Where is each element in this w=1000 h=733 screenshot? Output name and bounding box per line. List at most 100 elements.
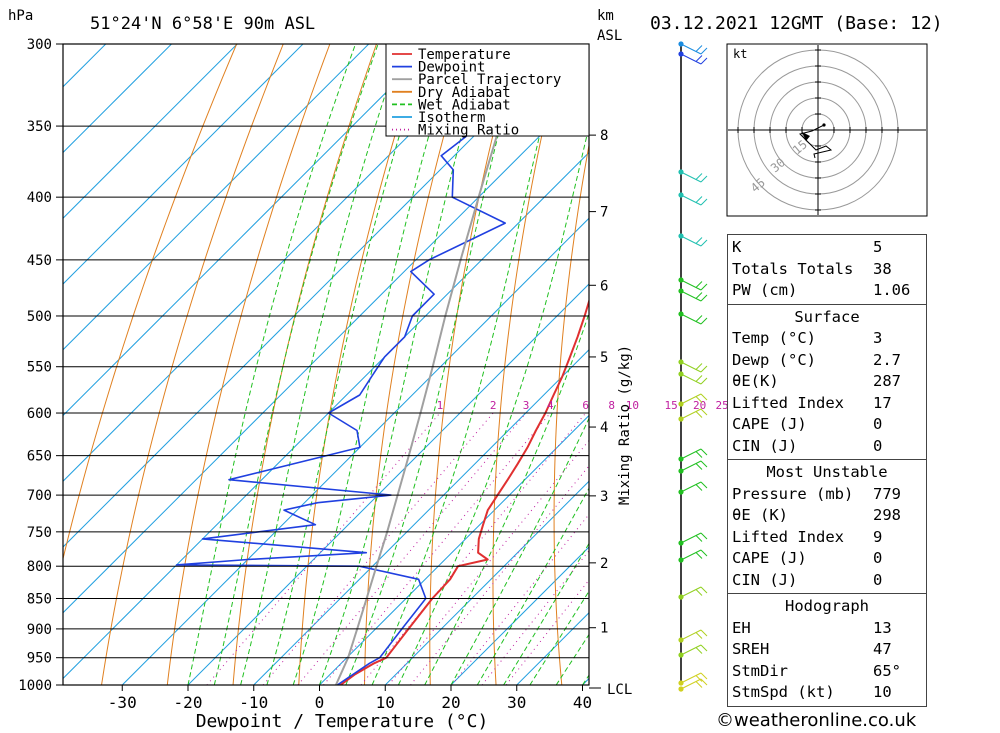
index-value: 0 xyxy=(873,570,883,589)
temperature-tick-label: 0 xyxy=(315,693,325,712)
index-label: Lifted Index xyxy=(732,393,844,412)
isotherm-line xyxy=(63,44,238,219)
wind-barb-feather xyxy=(700,239,708,247)
wind-barb-feather xyxy=(695,281,703,288)
wind-barb-feather xyxy=(700,644,708,652)
km-tick-label: 5 xyxy=(600,350,608,366)
pressure-tick-label: 650 xyxy=(27,449,52,465)
surface-row: CAPE (J) 0 xyxy=(732,414,922,436)
isotherm-line xyxy=(319,414,589,685)
temperature-tick-label: 40 xyxy=(573,693,592,712)
index-label: EH xyxy=(732,618,751,637)
wind-barb-feather xyxy=(695,589,703,596)
wind-barb-feather xyxy=(700,448,708,456)
pressure-tick-label: 450 xyxy=(27,253,52,269)
wind-barb-staff xyxy=(680,53,702,65)
wind-barb-feather xyxy=(695,396,703,403)
lcl-label: LCL xyxy=(607,682,632,698)
index-value: 0 xyxy=(873,436,883,455)
index-label: CAPE (J) xyxy=(732,549,807,567)
hodograph-start-dot xyxy=(822,123,826,127)
index-value: 13 xyxy=(873,618,892,637)
wind-barb-staff xyxy=(680,629,702,641)
most-unstable-title: Most Unstable xyxy=(766,463,888,481)
wind-barb-feather xyxy=(695,315,703,322)
mixing-ratio-label: 2 xyxy=(490,399,497,412)
temperature-tick-label: -10 xyxy=(239,693,268,712)
wind-barb-feather xyxy=(700,549,708,557)
mixing-ratio-label: 25 xyxy=(715,399,728,412)
mixing-ratio-label: 3 xyxy=(523,399,530,412)
wind-barb-feather xyxy=(700,294,708,302)
pressure-tick-label: 1000 xyxy=(18,678,52,694)
wind-barb-feather xyxy=(695,45,703,52)
isotherm-line xyxy=(63,44,567,548)
wind-barb-feather xyxy=(695,196,703,203)
index-label: CIN (J) xyxy=(732,436,798,455)
legend-entry: Isotherm xyxy=(418,110,485,126)
pressure-tick-label: 500 xyxy=(27,309,52,325)
wind-barb-feather xyxy=(695,173,703,180)
index-label: StmDir xyxy=(732,661,788,680)
x-axis-label: Dewpoint / Temperature (°C) xyxy=(196,711,489,732)
indices-top-row: Totals Totals 38 xyxy=(732,259,922,281)
wind-barb-staff xyxy=(680,235,702,247)
legend-entry: Temperature xyxy=(418,47,511,63)
wind-barb-feather xyxy=(695,463,703,470)
most-unstable-table: Most Unstable Pressure (mb) 779 θE (K) 298 Li… xyxy=(727,460,927,594)
mixing-ratio-label: 15 xyxy=(665,399,678,412)
index-value: 779 xyxy=(873,484,901,503)
surface-row: Temp (°C) 3 xyxy=(732,328,922,350)
wind-barb-feather xyxy=(695,237,703,244)
km-tick-label: 2 xyxy=(600,556,608,572)
copyright-footer[interactable]: ©weatheronline.co.uk xyxy=(716,710,917,731)
mixing-ratio-label: 6 xyxy=(582,399,589,412)
legend-entry: Dry Adiabat xyxy=(418,85,511,101)
wind-barb-feather xyxy=(695,292,703,299)
mixing-ratio-label: 20 xyxy=(693,399,706,412)
isotherm-line xyxy=(450,546,589,685)
pressure-unit-label: hPa xyxy=(8,8,33,24)
wind-barb-feather xyxy=(695,375,703,382)
wind-barb-staff xyxy=(680,171,702,183)
index-value: 298 xyxy=(873,506,901,524)
mixing-ratio-label: 1 xyxy=(437,399,444,412)
wet-adiabat-line xyxy=(319,44,488,685)
pressure-tick-label: 750 xyxy=(27,525,52,541)
wind-barb-staff xyxy=(680,279,702,291)
index-label: PW (cm) xyxy=(732,281,798,299)
wind-barb-feather xyxy=(700,408,708,416)
index-value: 5 xyxy=(873,238,883,256)
wind-barb-staff xyxy=(680,313,702,325)
mixing-ratio-label: 4 xyxy=(547,399,554,412)
wind-barb-staff xyxy=(680,644,702,656)
hodograph-index-title: Hodograph xyxy=(785,597,869,615)
wind-barb-staff xyxy=(680,586,702,598)
wind-barb-feather xyxy=(700,317,708,325)
wind-barb-staff xyxy=(680,361,702,373)
wind-barb-feather xyxy=(700,198,708,206)
hodograph-unit: kt xyxy=(733,47,747,61)
km-tick-label: 4 xyxy=(600,420,608,436)
temperature-tick-label: 20 xyxy=(441,693,460,712)
isotherm-line xyxy=(187,283,589,685)
index-label: CIN (J) xyxy=(732,570,798,589)
wind-barb-feather xyxy=(700,678,708,686)
isotherm-line xyxy=(63,44,172,154)
wind-barb-feather xyxy=(700,481,708,489)
most-unstable-row: Lifted Index 9 xyxy=(732,527,922,549)
index-value: 38 xyxy=(873,259,892,278)
isotherm-line xyxy=(63,44,304,285)
wind-barb-staff xyxy=(680,549,702,561)
hodograph-storm-marker xyxy=(802,132,810,141)
isotherm-line xyxy=(121,217,589,685)
isotherm-line xyxy=(63,44,435,417)
wind-barb-staff xyxy=(680,448,702,460)
wind-barb-feather xyxy=(700,175,708,183)
km-tick-label: 3 xyxy=(600,489,608,505)
index-label: θE (K) xyxy=(732,506,788,524)
location-title: 51°24'N 6°58'E 90m ASL xyxy=(90,14,315,34)
